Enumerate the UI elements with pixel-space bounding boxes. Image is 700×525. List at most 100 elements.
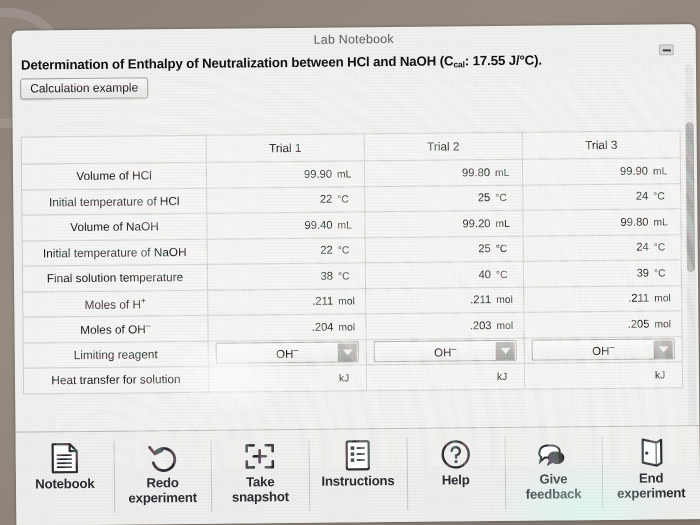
cell-unit: °C [337,194,349,206]
cell-unit: mol [338,322,356,334]
chevron-down-icon[interactable] [653,340,673,359]
cell-unit: mol [654,319,672,331]
table-row: Heat transfer for solution kJ kJ kJ [23,361,683,394]
row-label: Volume of HCl [21,162,207,190]
select-value: OH– [276,345,298,361]
row-label: Moles of OH– [22,315,209,343]
instructions-icon [343,437,373,473]
toolbar-item-label: End experiment [617,470,686,501]
cell-value: 99.90 [303,168,333,181]
vertical-scrollbar[interactable] [684,64,697,437]
cell-value: .204 [311,321,334,334]
select-value: OH– [592,342,614,358]
cell-value: 22 [319,193,333,206]
cell-unit: mol [496,295,513,307]
toolbar-item-label: Instructions [321,473,395,489]
row-label: Initial temperature of NaOH [22,238,208,267]
cell-unit: kJ [496,371,508,383]
row-label-superscript: + [140,295,146,306]
scrollbar-thumb[interactable] [685,122,695,273]
cell-trial-2[interactable]: kJ [366,363,525,391]
cell-trial-1[interactable]: 22 °C [206,186,365,214]
cell-unit: °C [653,242,666,254]
limiting-reagent-select-trial-2[interactable]: OH– [373,340,517,363]
row-label: Heat transfer for solution [23,366,209,394]
cell-trial-1[interactable]: 22 °C [207,237,366,265]
cell-trial-2[interactable]: .203 mol [365,312,525,340]
toolbar-item-label: Redo experiment [128,475,197,506]
cell-unit: mL [494,167,510,179]
cell-unit: mol [496,320,514,332]
table-corner-cell [21,135,207,165]
toolbar-item-give-feedback[interactable]: Give feedback [504,427,603,521]
row-label-superscript: – [145,320,151,331]
cell-value: 39 [636,267,650,280]
column-header-trial-2: Trial 2 [364,132,523,161]
help-icon [439,436,471,472]
cell-trial-3[interactable]: .205 mol [523,310,683,338]
cell-unit: °C [495,244,508,256]
calculation-example-button[interactable]: Calculation example [20,77,149,100]
cell-trial-1[interactable]: 99.40 mL [206,211,366,239]
cell-value: 99.20 [462,217,491,231]
toolbar-item-end-experiment[interactable]: End experiment [602,426,700,520]
select-value-superscript: – [609,341,615,352]
row-label-text: Moles of OH [80,322,146,338]
cell-unit: kJ [654,370,666,382]
cell-unit: °C [653,268,666,280]
cell-value: 22 [320,244,333,257]
feedback-icon [536,435,570,471]
toolbar-item-help[interactable]: Help [406,428,505,522]
toolbar-item-instructions[interactable]: Instructions [309,429,408,523]
page-title-pre: Determination of Enthalpy of Neutralizat… [20,53,454,73]
toolbar-item-label: Give feedback [525,471,582,502]
cell-value: 99.80 [620,216,649,229]
select-value-text: OH [592,345,610,358]
limiting-reagent-select-trial-3[interactable]: OH– [531,338,675,361]
cell-value: 99.80 [461,166,491,180]
cell-trial-3[interactable]: 99.90 mL [522,157,681,185]
cell-value: 24 [636,241,649,254]
cell-trial-3[interactable]: .211 mol [523,285,682,313]
cell-trial-3[interactable]: 24 °C [523,234,682,262]
cell-trial-2[interactable]: 99.80 mL [364,159,523,187]
cell-trial-3[interactable]: kJ [524,361,683,389]
minimize-button[interactable] [658,44,674,56]
toolbar-item-redo-experiment[interactable]: Redo experiment [113,431,212,525]
cell-trial-1[interactable]: kJ [208,364,367,392]
cell-trial-3[interactable]: 24 °C [522,183,681,211]
toolbar-item-take-snapshot[interactable]: Take snapshot [211,430,310,524]
cell-trial-1[interactable]: 99.90 mL [206,160,365,188]
select-value: OH– [434,343,456,359]
app-title: Lab Notebook [313,31,394,47]
cell-unit: mL [337,220,352,232]
cell-trial-2[interactable]: 99.20 mL [364,210,524,238]
column-header-trial-3: Trial 3 [522,130,681,160]
cell-trial-3[interactable]: 99.80 mL [522,208,682,236]
cell-value: 25 [477,192,491,205]
page-title-post: : 17.55 J/°C). [464,52,542,69]
cell-unit: mL [653,217,668,229]
lab-notebook-window: Lab Notebook Determination of Enthalpy o… [11,24,700,525]
toolbar-item-notebook[interactable]: Notebook [15,432,114,525]
cell-trial-2[interactable]: 25 °C [364,184,523,212]
page-title-subscript: cal [453,59,465,70]
limiting-reagent-select-trial-1[interactable]: OH– [215,341,359,364]
cell-trial-2[interactable]: 25 °C [365,235,524,263]
cell-trial-2[interactable]: 40 °C [365,261,524,289]
cell-unit: mL [336,169,352,181]
bottom-toolbar: Notebook Redo experiment [15,425,700,525]
toolbar-item-label: Help [441,472,470,488]
cell-trial-3[interactable]: 39 °C [523,259,682,287]
cell-trial-2[interactable]: .211 mol [365,286,524,314]
redo-icon [146,439,178,475]
row-label: Moles of H+ [22,289,208,318]
cell-trial-1[interactable]: .211 mol [207,288,366,316]
cell-trial-1[interactable]: 38 °C [207,262,366,290]
cell-trial-2: OH– [366,337,525,365]
chevron-down-icon[interactable] [495,342,515,361]
cell-trial-1[interactable]: .204 mol [207,313,367,341]
window-title-bar: Lab Notebook [12,24,696,57]
chevron-down-icon[interactable] [337,343,357,362]
